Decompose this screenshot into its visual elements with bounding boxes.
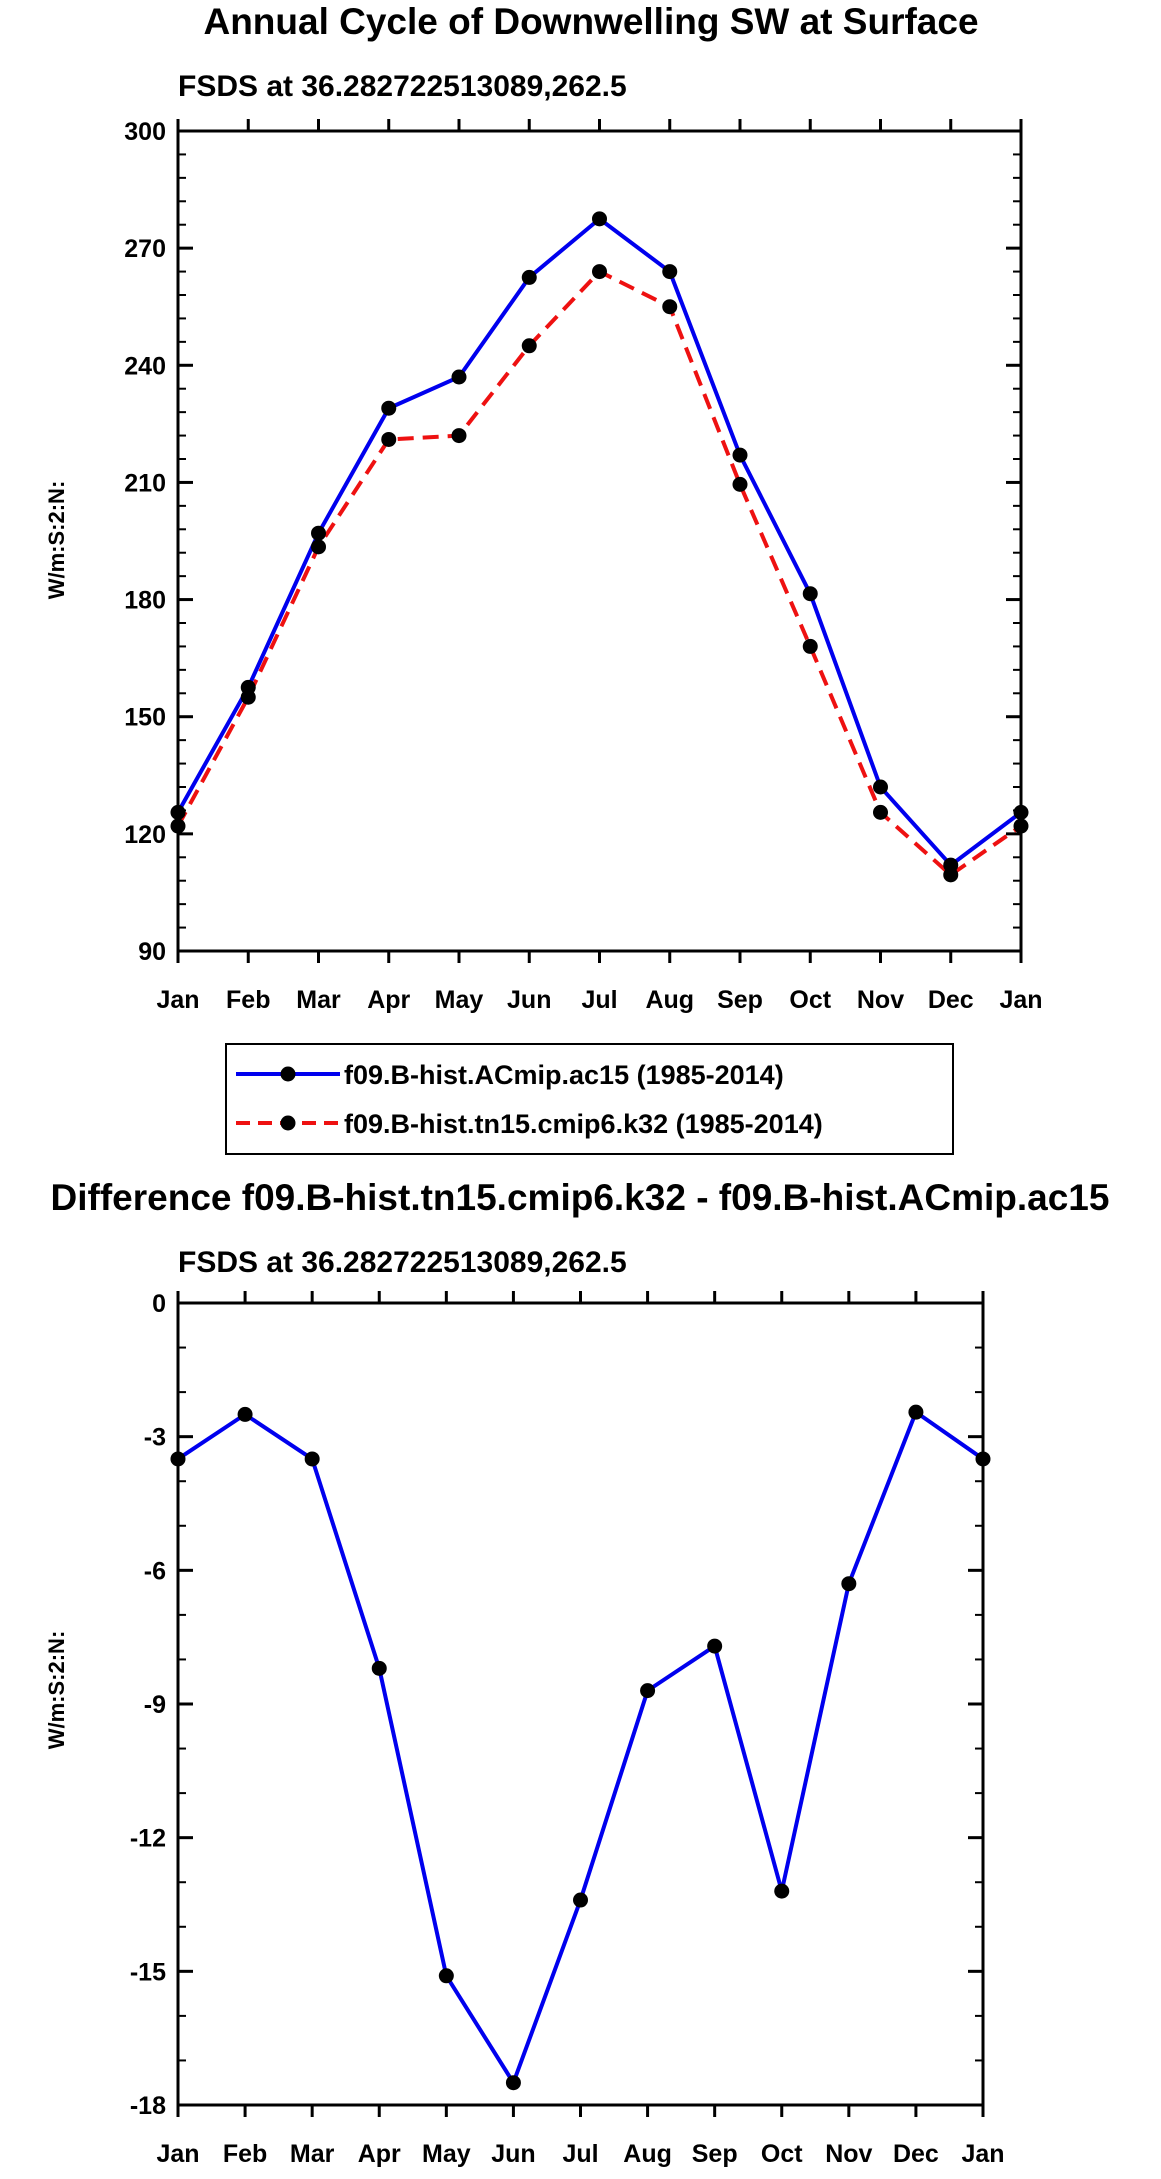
chart1-series-2-point: [873, 804, 888, 820]
chart1-ytick-label: 90: [138, 938, 166, 966]
chart1-series-1-line: [176, 216, 1023, 868]
chart1-xtick-label: May: [435, 986, 484, 1014]
chart2-series-1-point: [505, 2075, 521, 2091]
chart2-subtitle: FSDS at 36.282722513089,262.5: [178, 1246, 627, 1279]
chart1-plot: 90 120 150 180 210 240 270 300 Jan Feb Mar Apr May Ju…: [124, 118, 1042, 1014]
chart1-series-1-point: [170, 804, 186, 820]
legend-label-series-1: f09.B-hist.ACmip.ac15 (1985-2014): [344, 1060, 784, 1090]
chart2-ytick-label: -9: [144, 1691, 166, 1719]
chart1-series-2-point: [662, 299, 678, 315]
chart2-frame: [176, 1301, 985, 2107]
chart1-ylabel: W/m:S:2:N:: [44, 481, 69, 600]
chart2-ytick-label: -3: [144, 1424, 166, 1452]
chart2-xtick-label: Jan: [961, 2140, 1004, 2168]
chart2-ytick-label: -6: [144, 1557, 166, 1585]
chart2-series-1-point: [170, 1451, 186, 1467]
chart1-xtick-label: Mar: [296, 986, 341, 1014]
chart1-subtitle: FSDS at 36.282722513089,262.5: [178, 70, 627, 103]
chart1-series-2-point: [521, 338, 537, 354]
chart1-series-1-point: [592, 211, 607, 227]
chart2-plot: -18 -15 -12 -9 -6 -3 0 Jan Feb Mar Apr May Jun Jul Aug…: [130, 1290, 1005, 2168]
chart2-series-1-point: [573, 1892, 588, 1908]
chart1-series-1-point: [802, 586, 818, 602]
chart1-ytick-label: 240: [124, 352, 166, 380]
chart1-xtick-label: Sep: [717, 986, 763, 1014]
chart2-series-1-point: [774, 1883, 790, 1899]
chart2-xtick-label: Feb: [223, 2140, 267, 2168]
chart1-ytick-label: 210: [124, 469, 166, 497]
chart2-xtick-label: Mar: [290, 2140, 335, 2168]
chart2-xtick-label: Aug: [623, 2140, 672, 2168]
chart1-xtick-label: Jan: [999, 986, 1042, 1014]
chart2-xtick-label: Jun: [491, 2140, 535, 2168]
chart2-ytick-label: -12: [130, 1825, 166, 1853]
chart2-xtick-label: Jan: [156, 2140, 199, 2168]
chart1-ytick-label: 300: [124, 118, 166, 146]
chart2-xtick-label: Sep: [692, 2140, 738, 2168]
chart1-xtick-label: Jan: [156, 986, 199, 1014]
legend-marker-series-2: [280, 1115, 296, 1131]
chart1-xtick-label: Oct: [789, 986, 831, 1014]
chart1-series-2-point: [732, 476, 748, 492]
chart2-ytick-label: 0: [152, 1290, 166, 1318]
chart2-ytick-label: -18: [130, 2092, 166, 2120]
chart1-series-2-line: [176, 269, 1023, 877]
chart2-xtick-label: Apr: [358, 2140, 401, 2168]
chart1-xtick-label: Feb: [226, 986, 270, 1014]
chart1-ytick-label: 120: [124, 821, 166, 849]
chart1-ytick-label: 270: [124, 235, 166, 263]
chart1-xtick-label: Dec: [928, 986, 974, 1014]
chart2-xtick-label: May: [422, 2140, 471, 2168]
chart2-series-1-point: [304, 1451, 320, 1467]
chart1-ytick-label: 150: [124, 704, 166, 732]
chart2-xtick-label: Jul: [562, 2140, 598, 2168]
chart1-series-2-point: [943, 867, 959, 883]
chart1-series-1-point: [311, 525, 326, 541]
chart1-series-1-point: [381, 400, 397, 416]
chart1-series-1-point: [521, 269, 537, 285]
chart1-frame: [176, 129, 1023, 953]
chart1-series-1-point: [732, 447, 748, 463]
legend-marker-series-1: [280, 1066, 296, 1082]
chart1-series-2-point: [592, 264, 607, 280]
chart2-xtick-label: Dec: [893, 2140, 939, 2168]
chart2-series-1-point: [975, 1451, 991, 1467]
chart1-xtick-label: Jul: [581, 986, 617, 1014]
chart1-series-2-point: [451, 428, 467, 444]
chart1-title: Annual Cycle of Downwelling SW at Surfac…: [203, 1, 978, 42]
legend: f09.B-hist.ACmip.ac15 (1985-2014) f09.B-…: [225, 1043, 954, 1155]
chart1-ytick-label: 180: [124, 587, 166, 615]
chart1-series-1-point: [873, 779, 888, 795]
chart1-series-2-point: [381, 431, 397, 447]
chart1-series-2-point: [240, 689, 256, 705]
chart2-xtick-label: Oct: [761, 2140, 803, 2168]
chart2-series-1-point: [707, 1638, 723, 1654]
chart1-series-2-point: [170, 818, 186, 834]
chart2-xtick-label: Nov: [825, 2140, 872, 2168]
chart2-series-1-line: [176, 1410, 985, 2085]
chart2-series-1-point: [908, 1404, 924, 1420]
chart1-series-1-point: [1013, 804, 1029, 820]
chart2-series-1-point: [237, 1406, 253, 1422]
chart2-series-1-point: [371, 1660, 387, 1676]
chart2-ylabel: W/m:S:2:N:: [44, 1631, 69, 1750]
chart2-series-1-point: [438, 1968, 454, 1984]
legend-box: [225, 1043, 954, 1155]
chart1-series-2-point: [311, 539, 326, 555]
chart2-title: Difference f09.B-hist.tn15.cmip6.k32 - f…: [51, 1177, 1110, 1218]
chart1-xtick-label: Nov: [857, 986, 904, 1014]
chart1-xtick-label: Aug: [645, 986, 694, 1014]
chart2-series-1-point: [841, 1576, 857, 1592]
chart1-xtick-label: Apr: [367, 986, 410, 1014]
chart1-series-1-point: [662, 264, 678, 280]
chart2-ytick-label: -15: [130, 1958, 166, 1986]
chart1-series-1-point: [451, 369, 467, 385]
chart1-series-2-point: [802, 638, 818, 654]
chart1-xtick-label: Jun: [507, 986, 551, 1014]
chart1-series-2-point: [1013, 818, 1029, 834]
chart2-series-1-point: [640, 1683, 656, 1699]
legend-label-series-2: f09.B-hist.tn15.cmip6.k32 (1985-2014): [344, 1109, 823, 1139]
